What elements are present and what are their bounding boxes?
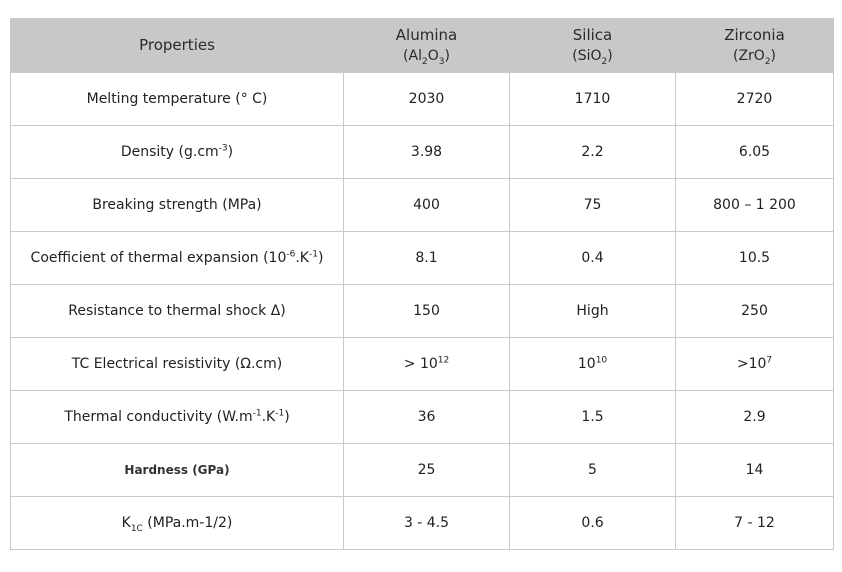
cell-value: 3 - 4.5 [343, 496, 510, 550]
header-silica: Silica (SiO2) [509, 18, 676, 73]
cell-value: 14 [675, 443, 834, 497]
table-row: Hardness (GPa) 25 5 14 [10, 443, 834, 497]
table-row: Density (g.cm-3) 3.98 2.2 6.05 [10, 125, 834, 179]
cell-value: 5 [509, 443, 676, 497]
header-alumina: Alumina (Al2O3) [343, 18, 510, 73]
cell-value: >107 [675, 337, 834, 391]
cell-value: 6.05 [675, 125, 834, 179]
header-row: Properties Alumina (Al2O3) Silica (SiO2)… [10, 18, 834, 73]
table-row: TC Electrical resistivity (Ω.cm) > 1012 … [10, 337, 834, 391]
table-row: K1C (MPa.m-1/2) 3 - 4.5 0.6 7 - 12 [10, 496, 834, 550]
cell-value: 150 [343, 284, 510, 338]
table-row: Resistance to thermal shock Δ) 150 High … [10, 284, 834, 338]
row-label: K1C (MPa.m-1/2) [10, 496, 344, 550]
row-label: Thermal conductivity (W.m-1.K-1) [10, 390, 344, 444]
cell-value: 8.1 [343, 231, 510, 285]
table-row: Melting temperature (° C) 2030 1710 2720 [10, 72, 834, 126]
cell-value: High [509, 284, 676, 338]
row-label: Breaking strength (MPa) [10, 178, 344, 232]
cell-value: 36 [343, 390, 510, 444]
table-row: Coefficient of thermal expansion (10-6.K… [10, 231, 834, 285]
cell-value: 1710 [509, 72, 676, 126]
row-label: Resistance to thermal shock Δ) [10, 284, 344, 338]
cell-value: 7 - 12 [675, 496, 834, 550]
header-zirconia: Zirconia (ZrO2) [675, 18, 834, 73]
cell-value: 800 – 1 200 [675, 178, 834, 232]
cell-value: 10.5 [675, 231, 834, 285]
properties-table: Properties Alumina (Al2O3) Silica (SiO2)… [10, 18, 834, 550]
material-formula: (SiO2) [572, 47, 613, 67]
cell-value: 25 [343, 443, 510, 497]
row-label: Coefficient of thermal expansion (10-6.K… [10, 231, 344, 285]
cell-value: 250 [675, 284, 834, 338]
material-name: Zirconia [724, 25, 785, 44]
material-name: Alumina [395, 25, 458, 44]
cell-value: 1.5 [509, 390, 676, 444]
cell-value: 400 [343, 178, 510, 232]
cell-value: 1010 [509, 337, 676, 391]
material-name: Silica [572, 25, 613, 44]
row-label: Hardness (GPa) [10, 443, 344, 497]
cell-value: 0.4 [509, 231, 676, 285]
cell-value: 75 [509, 178, 676, 232]
row-label: Melting temperature (° C) [10, 72, 344, 126]
cell-value: 0.6 [509, 496, 676, 550]
cell-value: 2720 [675, 72, 834, 126]
cell-value: 2030 [343, 72, 510, 126]
cell-value: > 1012 [343, 337, 510, 391]
material-formula: (ZrO2) [732, 47, 777, 67]
row-label: TC Electrical resistivity (Ω.cm) [10, 337, 344, 391]
cell-value: 3.98 [343, 125, 510, 179]
material-formula: (Al2O3) [403, 47, 450, 67]
cell-value: 2.9 [675, 390, 834, 444]
properties-table-container: Properties Alumina (Al2O3) Silica (SiO2)… [10, 18, 834, 550]
header-properties: Properties [10, 18, 344, 73]
cell-value: 2.2 [509, 125, 676, 179]
row-label: Density (g.cm-3) [10, 125, 344, 179]
table-row: Thermal conductivity (W.m-1.K-1) 36 1.5 … [10, 390, 834, 444]
table-row: Breaking strength (MPa) 400 75 800 – 1 2… [10, 178, 834, 232]
